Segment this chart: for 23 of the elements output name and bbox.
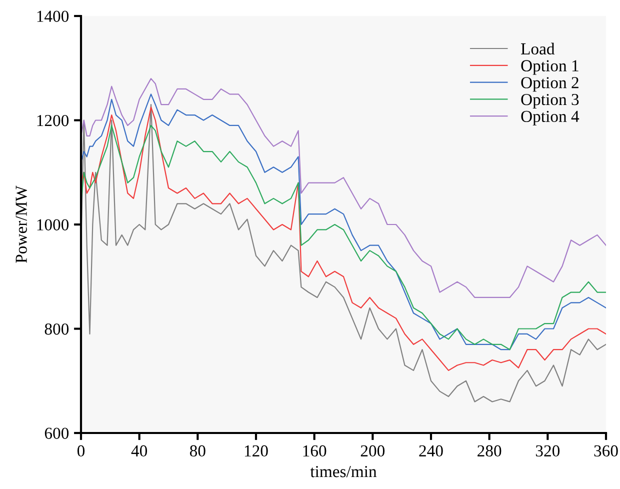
x-tick-label: 160 xyxy=(303,445,326,457)
x-tick-label: 40 xyxy=(131,445,148,457)
x-tick-label: 320 xyxy=(536,445,560,457)
y-tick-label: 1000 xyxy=(37,219,69,230)
x-tick-label: 0 xyxy=(77,445,85,457)
y-tick-label: 800 xyxy=(44,323,69,335)
y-tick-label: 1200 xyxy=(37,114,69,126)
y-tick-label: 1400 xyxy=(37,10,69,22)
x-tick-label: 240 xyxy=(419,445,443,457)
y-axis-title: Power/MW xyxy=(16,186,28,263)
legend-label: Option 4 xyxy=(521,110,580,126)
x-tick-label: 200 xyxy=(360,445,385,457)
x-axis-title: times/min xyxy=(310,466,377,478)
x-tick-label: 360 xyxy=(594,445,618,457)
legend-label: Option 3 xyxy=(521,94,579,109)
legend-label: Option 2 xyxy=(521,77,578,92)
x-tick-label: 80 xyxy=(190,445,206,457)
y-tick-label: 600 xyxy=(44,428,69,439)
legend-label: Load xyxy=(521,42,555,54)
x-tick-label: 280 xyxy=(478,445,502,457)
legend-label: Option 1 xyxy=(521,60,578,75)
line-series xyxy=(81,78,606,298)
x-tick-label: 120 xyxy=(244,445,268,457)
